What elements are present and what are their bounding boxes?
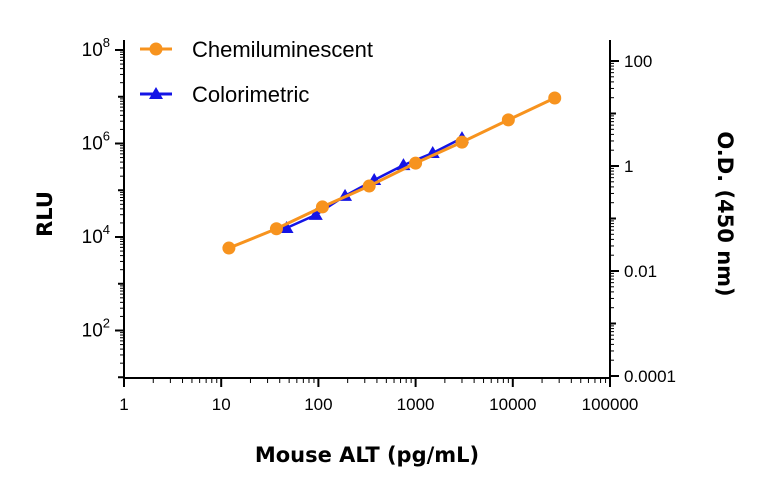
series-line-chemiluminescent: [228, 96, 556, 250]
series-layer: [222, 91, 562, 255]
axes: 1 10 100 1000 10000 100000 102 104 106 108 0.0001 0…: [82, 35, 676, 414]
data-point-circle: [222, 241, 236, 255]
y-tick-label: 102: [82, 316, 110, 342]
legend-label: Colorimetric: [192, 82, 309, 107]
y-tick-label: 104: [82, 222, 110, 248]
x-tick-label: 100000: [582, 395, 639, 414]
data-point-circle: [409, 156, 423, 170]
data-point-circle: [362, 179, 376, 193]
y-tick-label: 108: [82, 35, 110, 61]
y2-tick-label: 0.01: [624, 262, 657, 281]
legend-circle-icon: [149, 42, 163, 56]
legend-label: Chemiluminescent: [192, 37, 373, 62]
data-point-triangle: [279, 220, 294, 233]
data-point-circle: [548, 91, 562, 105]
x-tick-label: 10000: [489, 395, 536, 414]
x-tick-label: 1000: [397, 395, 435, 414]
y2-tick-label: 100: [624, 52, 652, 71]
x-tick-label: 1: [119, 395, 128, 414]
data-point-circle: [455, 135, 469, 149]
y2-tick-label: 0.0001: [624, 367, 676, 386]
data-point-circle: [269, 222, 283, 236]
x-tick-label: 100: [304, 395, 332, 414]
y-tick-label: 106: [82, 129, 110, 155]
data-point-circle: [315, 200, 329, 214]
data-point-triangle: [308, 207, 323, 220]
y2-axis-label: O.D. (450 nm): [713, 131, 737, 296]
x-axis-label: Mouse ALT (pg/mL): [255, 443, 479, 467]
x-tick-label: 10: [212, 395, 231, 414]
legend-triangle-icon: [149, 87, 163, 99]
y2-tick-label: 1: [624, 157, 633, 176]
y-axis-label: RLU: [33, 191, 57, 237]
legend: Chemiluminescent Colorimetric: [140, 37, 373, 107]
data-point-circle: [501, 113, 515, 127]
